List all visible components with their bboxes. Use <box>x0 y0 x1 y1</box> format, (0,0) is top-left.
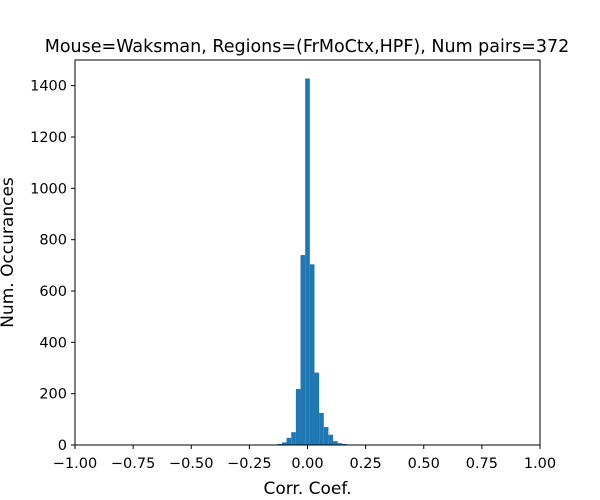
histogram-bar <box>286 437 292 445</box>
histogram-bar <box>309 264 315 445</box>
y-tick-label: 200 <box>39 387 67 403</box>
histogram-bar <box>291 432 296 445</box>
histogram-bar <box>319 412 324 445</box>
histogram-bar <box>277 443 282 445</box>
y-tick-label: 800 <box>39 233 67 249</box>
histogram-bar <box>305 78 310 445</box>
y-tick-label: 0 <box>58 438 67 454</box>
histogram-bar <box>314 372 320 445</box>
x-tick-label: 1.00 <box>524 456 556 472</box>
x-tick-label: 0.00 <box>291 456 323 472</box>
x-axis-label: Corr. Coef. <box>263 479 351 499</box>
y-tick-label: 600 <box>39 284 67 300</box>
x-tick-label: −1.00 <box>53 456 97 472</box>
histogram-bar <box>342 443 348 445</box>
histogram-bars <box>272 78 352 445</box>
histogram-bar <box>328 434 334 445</box>
x-axis: −1.00 −0.75 −0.50 −0.25 0.00 0.25 0.50 0.75 1.00 <box>53 445 556 472</box>
x-tick-label: −0.75 <box>111 456 155 472</box>
y-tick-label: 400 <box>39 335 67 351</box>
x-tick-label: −0.50 <box>169 456 213 472</box>
histogram-bar <box>333 441 338 445</box>
x-tick-label: 0.75 <box>466 456 498 472</box>
histogram-bar <box>281 442 287 445</box>
x-tick-label: 0.50 <box>408 456 440 472</box>
chart-title: Mouse=Waksman, Regions=(FrMoCtx,HPF), Nu… <box>45 37 570 57</box>
y-tick-label: 1200 <box>30 130 67 146</box>
y-tick-label: 1400 <box>30 79 67 95</box>
histogram-bar <box>295 389 301 445</box>
y-tick-label: 1000 <box>30 181 67 197</box>
histogram-bar <box>337 443 343 445</box>
y-axis: 0 200 400 600 800 1000 1200 1400 <box>30 79 75 454</box>
x-tick-label: −0.25 <box>227 456 271 472</box>
histogram-bar <box>300 255 306 445</box>
x-tick-label: 0.25 <box>349 456 381 472</box>
y-axis-label: Num. Occurances <box>0 177 18 328</box>
histogram-bar <box>323 427 329 445</box>
